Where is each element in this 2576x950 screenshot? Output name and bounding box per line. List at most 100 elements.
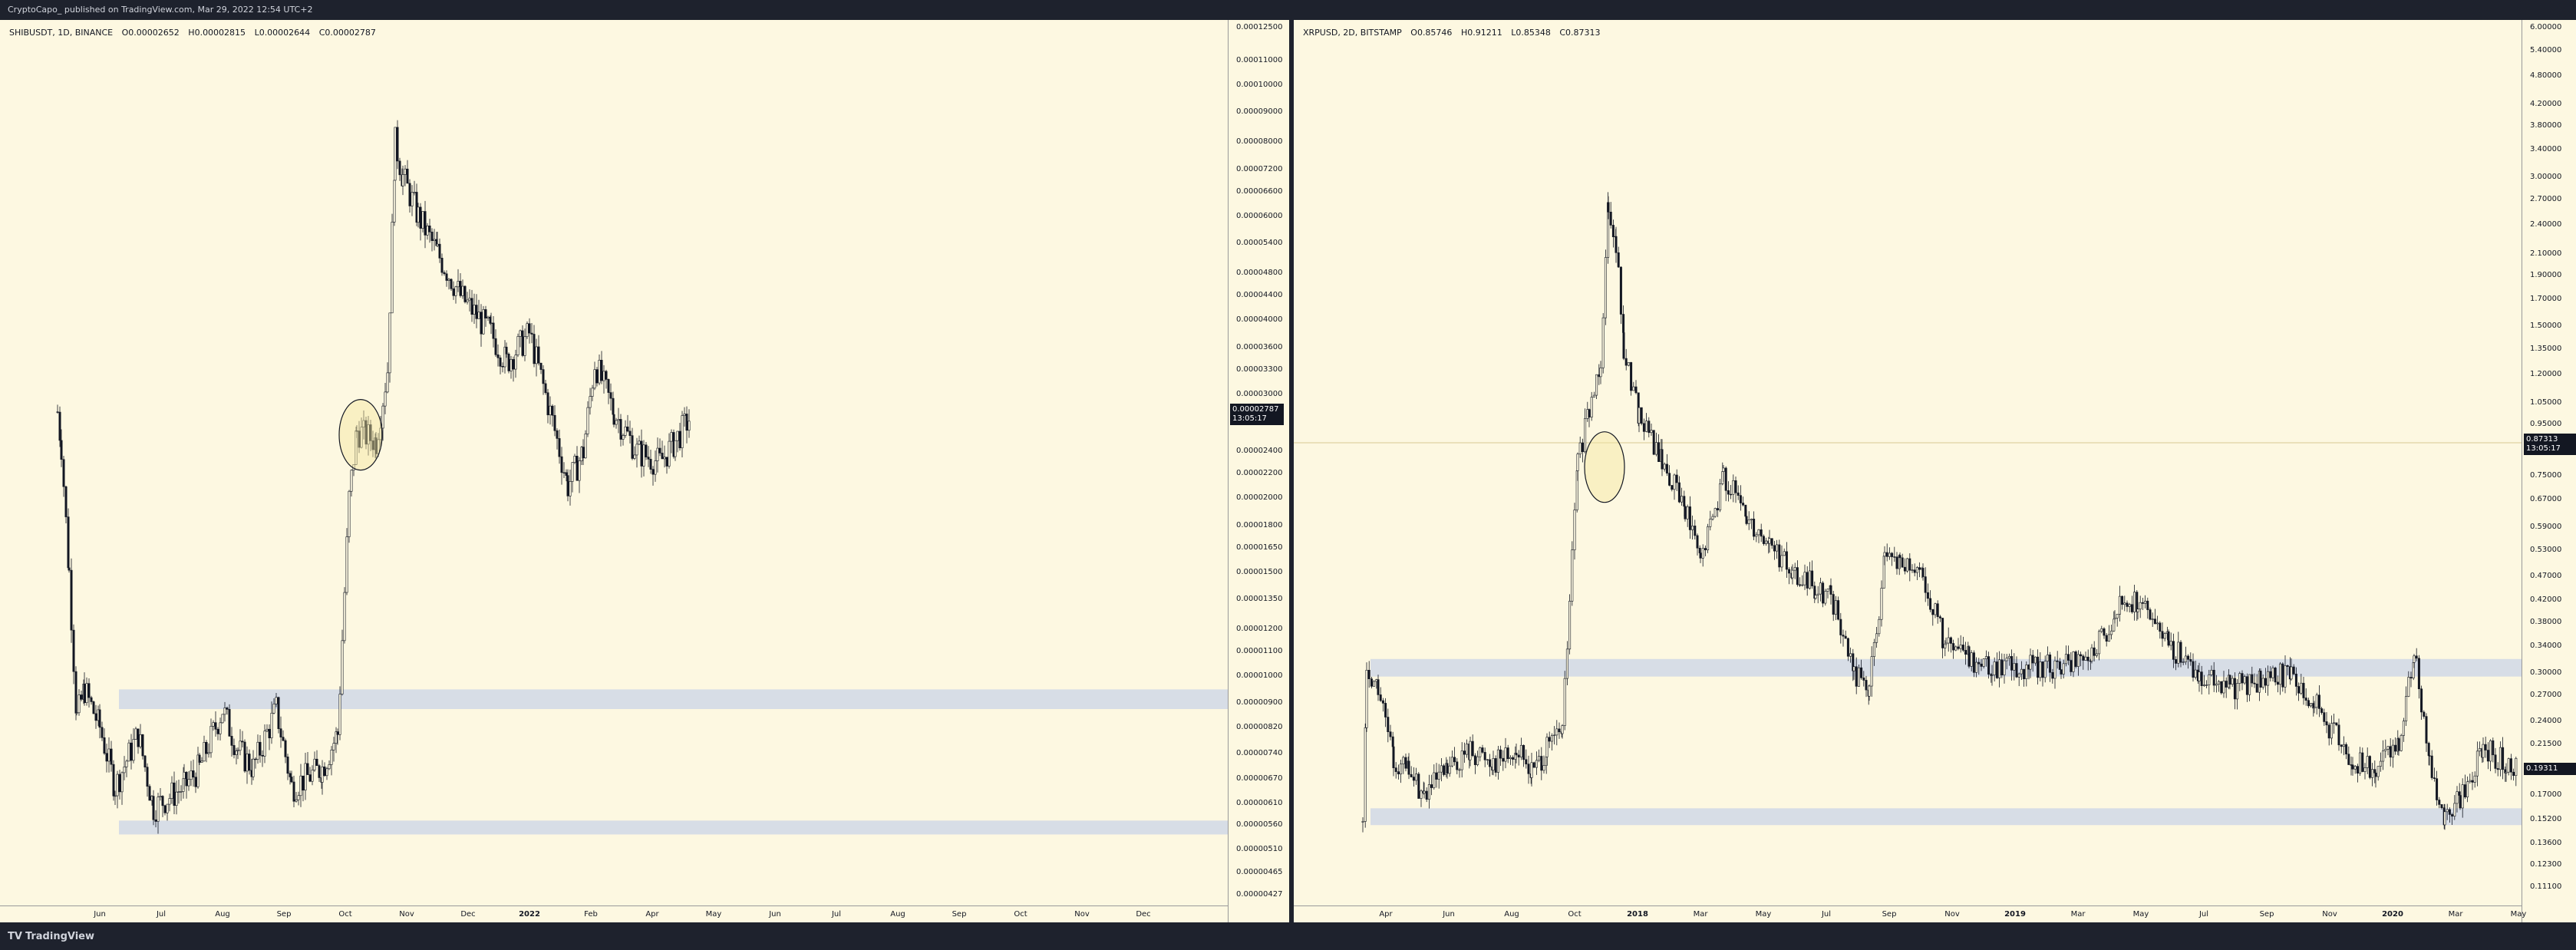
x-tick-label: Aug (890, 910, 905, 919)
x-tick-label: May (2132, 910, 2149, 919)
y-tick-label: 0.34000 (2530, 641, 2562, 650)
publisher-text: CryptoCapo_ published on TradingView.com… (8, 5, 313, 15)
y-tick-label: 0.27000 (2530, 691, 2562, 700)
support-zone-rect[interactable] (1370, 808, 2522, 826)
highlight-ellipse[interactable] (1584, 431, 1625, 503)
y-tick-label: 1.35000 (2530, 344, 2562, 353)
y-tick-label: 0.24000 (2530, 716, 2562, 725)
y-tick-label: 5.40000 (2530, 45, 2562, 54)
x-tick-label: Apr (1379, 910, 1393, 919)
x-tick-label: Mar (2448, 910, 2463, 919)
x-tick-label: Oct (1568, 910, 1582, 919)
y-tick-label: 0.00006600 (1236, 186, 1283, 196)
legend-close: C0.00002787 (318, 28, 376, 38)
y-tick-label: 0.00000427 (1236, 890, 1283, 899)
y-tick-label: 0.00008000 (1236, 137, 1283, 147)
support-zone-rect[interactable] (119, 689, 1228, 710)
chart-pane-xrpusd[interactable]: XRPUSD, 2D, BITSTAMP O0.85746 H0.91211 L… (1294, 20, 2576, 922)
legend-shibusdt: SHIBUSDT, 1D, BINANCE O0.00002652 H0.000… (9, 28, 382, 38)
y-tick-label: 0.67000 (2530, 495, 2562, 504)
highlight-ellipse[interactable] (338, 399, 383, 471)
y-tick-label: 0.21500 (2530, 740, 2562, 749)
legend-low: L0.00002644 (254, 28, 311, 38)
y-tick-label: 0.30000 (2530, 668, 2562, 677)
x-tick-label: Jun (1443, 910, 1455, 919)
y-tick-label: 0.00000900 (1236, 698, 1283, 708)
y-tick-label: 0.00002000 (1236, 493, 1283, 503)
y-tick-label: 2.10000 (2530, 249, 2562, 258)
tradingview-logo[interactable]: TV TradingView (8, 931, 94, 942)
y-tick-label: 0.00000610 (1236, 798, 1283, 807)
x-tick-label: Oct (338, 910, 352, 919)
y-tick-label: 0.00006000 (1236, 211, 1283, 220)
legend-xrpusd: XRPUSD, 2D, BITSTAMP O0.85746 H0.91211 L… (1303, 28, 1607, 38)
tradingview-logo-text: TradingView (25, 931, 94, 942)
header-bar: CryptoCapo_ published on TradingView.com… (0, 0, 2576, 20)
x-tick-label: Nov (399, 910, 414, 919)
y-tick-label: 0.47000 (2530, 571, 2562, 580)
y-tick-label: 1.70000 (2530, 295, 2562, 303)
x-tick-label: May (2510, 910, 2527, 919)
y-tick-label: 6.00000 (2530, 23, 2562, 31)
x-tick-label: Nov (1074, 910, 1090, 919)
bar-countdown: 13:05:17 (2526, 444, 2561, 454)
y-tick-label: 0.00007200 (1236, 164, 1283, 173)
legend-high: H0.91211 (1460, 28, 1502, 38)
price-axis-xrpusd[interactable]: 6.00000 5.40000 4.80000 4.20000 3.80000 3.400… (2522, 20, 2576, 922)
x-tick-label: 2018 (1627, 910, 1648, 919)
y-tick-label: 0.75000 (2530, 470, 2562, 480)
y-tick-label: 0.00004800 (1236, 269, 1283, 278)
x-tick-label: 2022 (519, 910, 540, 919)
y-tick-label: 0.00002400 (1236, 447, 1283, 456)
x-tick-label: Jun (769, 910, 781, 919)
legend-symbol: XRPUSD, 2D, BITSTAMP (1303, 28, 1402, 38)
x-tick-label: Nov (2322, 910, 2337, 919)
y-tick-label: 1.90000 (2530, 270, 2562, 279)
x-tick-label: Mar (1693, 910, 1708, 919)
y-tick-label: 0.00000465 (1236, 868, 1283, 877)
legend-low: L0.85348 (1511, 28, 1551, 38)
y-tick-label: 1.05000 (2530, 398, 2562, 407)
candlestick-series (56, 120, 691, 834)
tradingview-mark-icon: TV (8, 931, 22, 942)
x-tick-label: Aug (1504, 910, 1519, 919)
y-tick-label: 0.00004000 (1236, 315, 1283, 325)
x-tick-label: Jul (156, 910, 167, 919)
y-tick-label: 4.20000 (2530, 100, 2562, 109)
candlestick-series (1361, 192, 2518, 833)
y-tick-label: 3.00000 (2530, 172, 2562, 181)
time-axis-shibusdt[interactable]: Jun Jul Aug Sep Oct Nov Dec 2022 Feb Apr May Jun Jul… (0, 905, 1228, 922)
y-tick-label: 0.00000820 (1236, 722, 1283, 731)
y-tick-label: 1.20000 (2530, 369, 2562, 378)
x-tick-label: Apr (645, 910, 659, 919)
y-tick-label: 2.70000 (2530, 195, 2562, 204)
footer-bar: TV TradingView (0, 922, 2576, 950)
y-tick-label: 0.00000510 (1236, 844, 1283, 853)
y-tick-label: 0.95000 (2530, 420, 2562, 429)
pane-separator[interactable] (1289, 20, 1294, 922)
time-axis-xrpusd[interactable]: Apr Jun Aug Oct 2018 Mar May Jul Sep Nov 2019 Mar Ma… (1294, 905, 2526, 922)
price-axis-shibusdt[interactable]: 0.00012500 0.00011000 0.00010000 0.00009000… (1228, 20, 1289, 922)
price-plot-shibusdt[interactable] (0, 20, 1228, 905)
y-tick-label: 0.00000560 (1236, 820, 1283, 830)
y-tick-label: 0.00001100 (1236, 647, 1283, 656)
chart-pane-shibusdt[interactable]: SHIBUSDT, 1D, BINANCE O0.00002652 H0.000… (0, 20, 1289, 922)
x-tick-label: Mar (2070, 910, 2086, 919)
x-tick-label: Sep (952, 910, 967, 919)
support-zone-rect[interactable] (119, 820, 1228, 835)
support-zone-rect[interactable] (1370, 658, 2522, 677)
x-tick-label: Dec (460, 910, 476, 919)
y-tick-label: 0.15200 (2530, 814, 2562, 823)
y-tick-label: 0.00001500 (1236, 567, 1283, 576)
bar-countdown: 13:05:17 (1232, 414, 1267, 424)
price-plot-xrpusd[interactable] (1294, 20, 2522, 905)
y-tick-label: 0.12300 (2530, 860, 2562, 869)
y-tick-label: 0.00003600 (1236, 342, 1283, 351)
y-tick-label: 4.80000 (2530, 71, 2562, 80)
y-tick-label: 0.00001350 (1236, 594, 1283, 603)
x-tick-label: 2019 (2004, 910, 2026, 919)
y-tick-label: 0.13600 (2530, 838, 2562, 847)
x-tick-label: Oct (1014, 910, 1027, 919)
x-tick-label: 2020 (2382, 910, 2403, 919)
y-tick-label: 0.59000 (2530, 523, 2562, 532)
